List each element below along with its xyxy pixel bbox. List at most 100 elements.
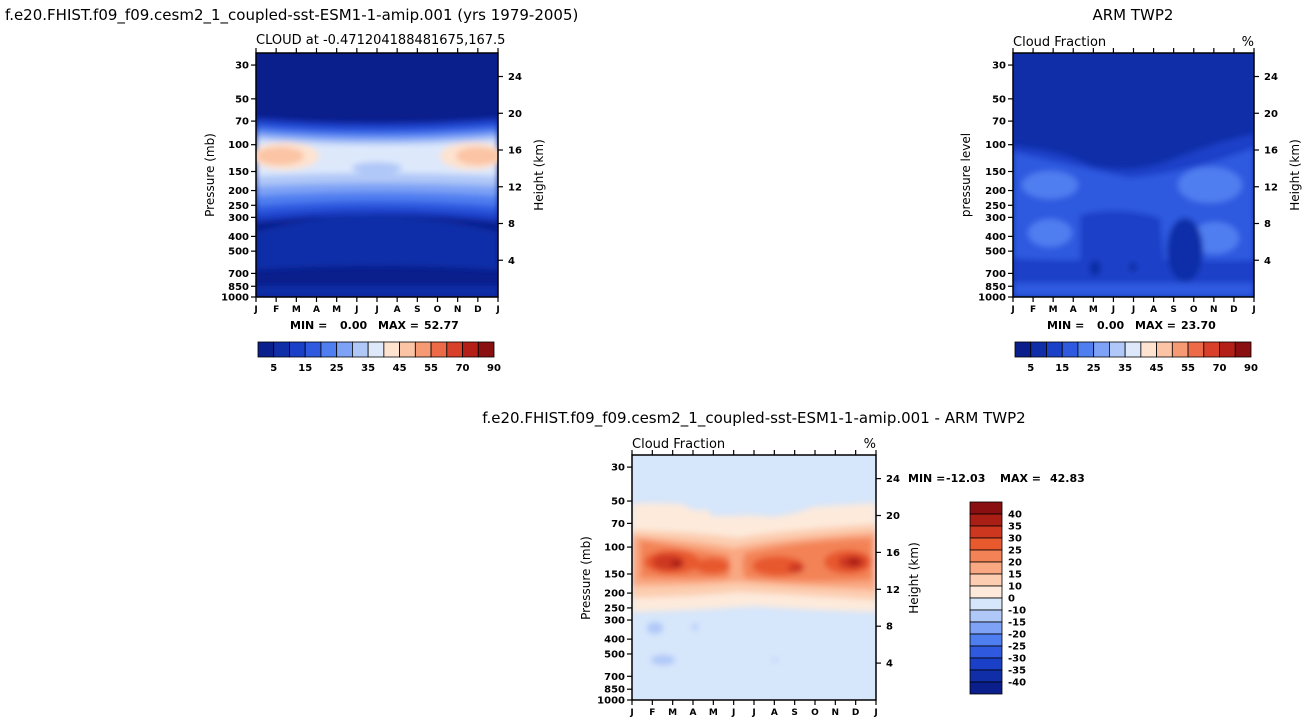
- y-right-tick-label: 12: [508, 182, 522, 193]
- colorbar-swatch: [969, 525, 1003, 539]
- x-tick-label: J: [253, 305, 257, 315]
- colorbar-label: 0: [1008, 594, 1015, 605]
- colorbar-label: 20: [1008, 558, 1022, 569]
- y-tick-label: 250: [604, 603, 625, 614]
- panel-model: f.e20.FHIST.f09_f09.cesm2_1_coupled-sst-…: [5, 6, 578, 374]
- x-tick-label: A: [313, 305, 320, 315]
- colorbar-label: 70: [1213, 363, 1227, 374]
- colorbar-swatch: [1109, 341, 1126, 358]
- colorbar-label: 45: [1150, 363, 1164, 374]
- panel-model-stats: MIN = 0.00 MAX = 52.77: [290, 319, 459, 332]
- colorbar-label: 55: [1181, 363, 1195, 374]
- y-tick-label: 30: [235, 61, 249, 72]
- colorbar-label: 35: [1118, 363, 1132, 374]
- y-right-tick-label: 12: [1264, 182, 1278, 193]
- colorbar-swatch: [969, 513, 1003, 527]
- colorbar-swatch: [336, 341, 353, 358]
- x-tick-label: A: [690, 708, 697, 718]
- y-tick-label: 300: [604, 616, 625, 627]
- colorbar-swatch: [273, 341, 290, 358]
- panel-diff-ylabel-right: Height (km): [907, 542, 921, 613]
- colorbar-label: -30: [1008, 654, 1026, 665]
- colorbar-swatch: [1014, 341, 1032, 358]
- colorbar-label: 25: [1087, 363, 1101, 374]
- field-blob: [671, 560, 683, 568]
- y-tick-label: 100: [604, 543, 625, 554]
- colorbar-swatch: [367, 341, 385, 358]
- colorbar-swatch: [477, 341, 495, 358]
- colorbar-swatch: [969, 657, 1003, 671]
- x-tick-label: J: [1131, 305, 1135, 315]
- colorbar-label: 90: [1244, 363, 1258, 374]
- y-right-tick-label: 8: [508, 219, 515, 230]
- colorbar-swatch: [969, 669, 1003, 683]
- y-right-tick-label: 8: [886, 622, 893, 633]
- colorbar-swatch: [446, 341, 463, 358]
- panel-diff-stats: MIN =-12.03 MAX = 42.83: [908, 472, 1085, 485]
- y-tick-label: 400: [985, 232, 1006, 243]
- y-right-tick-label: 20: [1264, 109, 1278, 120]
- colorbar-label: 5: [1027, 363, 1034, 374]
- colorbar-swatch: [969, 681, 1003, 695]
- colorbar-label: -10: [1008, 606, 1026, 617]
- y-tick-label: 30: [611, 463, 625, 474]
- colorbar-label: 10: [1008, 582, 1022, 593]
- x-tick-label: O: [811, 708, 819, 718]
- panel-diff-units: %: [864, 437, 876, 452]
- min-value: 0.00: [1097, 319, 1124, 332]
- y-tick-label: 700: [985, 269, 1006, 280]
- colorbar-label: -25: [1008, 642, 1026, 653]
- x-tick-label: S: [1170, 305, 1176, 315]
- y-tick-label: 200: [228, 186, 249, 197]
- y-tick-label: 70: [235, 117, 249, 128]
- field-blob: [352, 162, 402, 174]
- panel-obs-field: [1013, 53, 1254, 297]
- field-blob: [694, 558, 730, 574]
- field-blob: [1129, 262, 1137, 272]
- y-right-tick-label: 20: [508, 109, 522, 120]
- field-blob: [1028, 219, 1072, 247]
- y-right-tick-label: 4: [1264, 256, 1271, 267]
- panel-diff-ylabel: Pressure (mb): [579, 536, 593, 620]
- field-blob: [692, 624, 698, 630]
- y-tick-label: 400: [228, 232, 249, 243]
- y-tick-label: 300: [985, 213, 1006, 224]
- x-tick-label: S: [414, 305, 420, 315]
- x-tick-label: F: [649, 708, 655, 718]
- colorbar-label: -20: [1008, 630, 1026, 641]
- colorbar-swatch: [289, 341, 306, 358]
- y-tick-label: 500: [228, 247, 249, 258]
- colorbar-swatch: [414, 341, 432, 358]
- y-tick-label: 50: [235, 94, 249, 105]
- colorbar-swatch: [969, 549, 1003, 563]
- field-blob: [651, 655, 675, 665]
- field-blob: [1178, 167, 1242, 203]
- colorbar-swatch: [304, 341, 322, 358]
- y-right-tick-label: 12: [886, 585, 900, 596]
- panel-obs-ylabel-right: Height (km): [1288, 139, 1302, 210]
- min-label: MIN =: [908, 472, 945, 485]
- y-right-tick-label: 16: [1264, 146, 1278, 157]
- colorbar-label: 35: [1008, 522, 1022, 533]
- y-right-tick-label: 24: [1264, 72, 1278, 83]
- x-tick-label: J: [731, 708, 735, 718]
- colorbar-swatch: [1187, 341, 1205, 358]
- field-blob: [773, 658, 777, 662]
- panel-obs-colorbar: 5 15 25 35 45 55 70 90: [1014, 341, 1258, 374]
- colorbar-swatch: [399, 341, 416, 358]
- y-tick-label: 250: [228, 201, 249, 212]
- x-tick-label: N: [1210, 305, 1218, 315]
- panel-obs-ylabel: pressure level: [959, 133, 973, 217]
- panel-model-subtitle: CLOUD at -0.471204188481675,167.5: [256, 33, 505, 48]
- max-value: 42.83: [1050, 472, 1085, 485]
- panel-model-colorbar: 5 15 25 35 45 55 70 90: [257, 341, 501, 374]
- colorbar-swatch: [1093, 341, 1110, 358]
- colorbar-label: 55: [424, 363, 438, 374]
- x-tick-label: S: [791, 708, 797, 718]
- colorbar-label: 15: [298, 363, 312, 374]
- field-layer: [256, 216, 498, 270]
